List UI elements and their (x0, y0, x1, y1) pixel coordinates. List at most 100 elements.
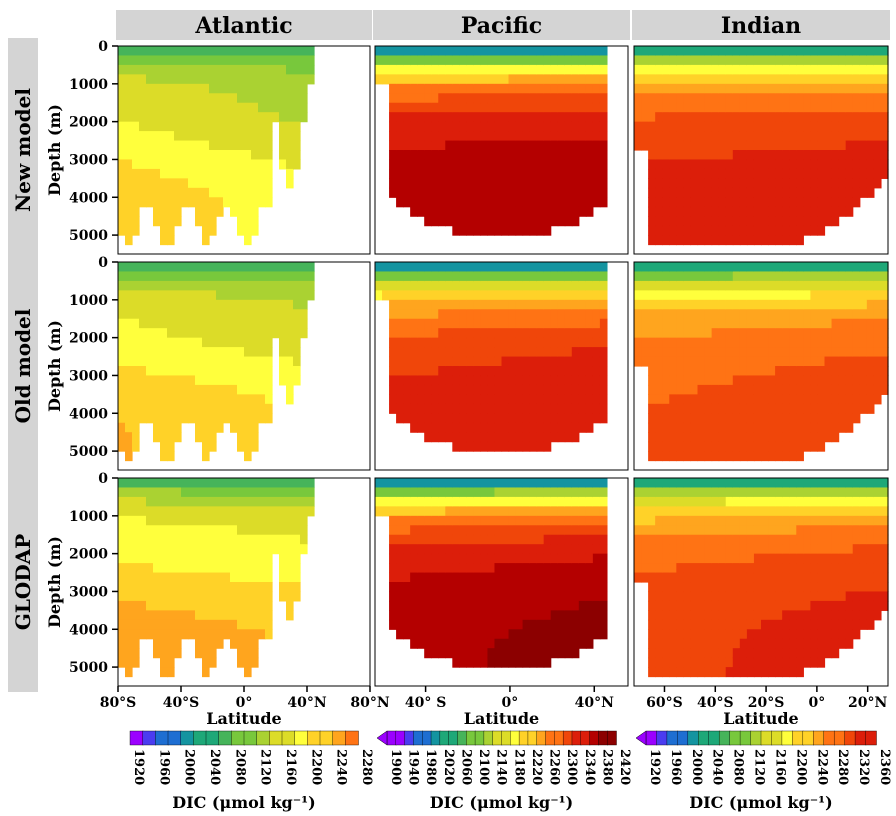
field-cell (473, 648, 482, 659)
field-cell (845, 394, 854, 405)
field-cell (139, 83, 147, 94)
field-cell (662, 384, 670, 395)
field-cell (160, 74, 168, 85)
field-cell (768, 64, 776, 75)
field-cell (543, 216, 552, 227)
field-cell (438, 553, 446, 564)
field-cell (286, 515, 294, 526)
field-cell (265, 582, 273, 593)
field-cell (796, 290, 804, 301)
field-cell (459, 64, 467, 75)
field-cell (265, 619, 273, 630)
field-cell (181, 121, 189, 132)
field-cell (732, 55, 741, 66)
field-cell (634, 93, 642, 104)
field-cell (216, 131, 224, 142)
field-cell (697, 441, 706, 452)
field-cell (438, 648, 446, 659)
field-cell (725, 534, 734, 545)
field-cell (571, 168, 580, 179)
field-cell (662, 544, 670, 555)
field-cell (237, 187, 245, 198)
field-cell (831, 150, 840, 161)
field-cell (655, 667, 663, 678)
field-cell (831, 318, 840, 329)
field-cell (501, 638, 510, 649)
field-cell (697, 610, 706, 621)
field-cell (683, 356, 692, 367)
field-cell (732, 225, 741, 236)
field-cell (160, 553, 168, 564)
field-cell (732, 572, 741, 583)
field-cell (139, 150, 147, 161)
field-cell (704, 102, 713, 113)
field-cell (866, 290, 875, 301)
field-cell (775, 74, 783, 85)
field-cell (725, 112, 734, 123)
field-cell (258, 299, 266, 310)
field-cell (543, 422, 552, 433)
field-cell (508, 619, 517, 630)
field-cell (452, 534, 460, 545)
field-cell (704, 375, 713, 386)
field-cell (718, 262, 727, 273)
field-cell (775, 299, 783, 310)
field-cell (125, 610, 133, 621)
field-cell (648, 178, 656, 189)
section-panel (117, 45, 371, 255)
field-cell (153, 280, 161, 291)
field-cell (396, 309, 404, 320)
field-cell (251, 403, 259, 414)
field-cell (431, 206, 439, 217)
field-cell (417, 262, 425, 273)
field-cell (181, 290, 189, 301)
field-cell (473, 318, 482, 329)
field-cell (410, 159, 418, 170)
field-cell (536, 131, 545, 142)
field-cell (803, 83, 811, 94)
field-cell (634, 525, 642, 536)
field-cell (244, 83, 252, 94)
field-cell (459, 150, 467, 161)
field-cell (529, 262, 538, 273)
field-cell (655, 140, 663, 151)
field-cell (697, 451, 706, 462)
field-cell (571, 403, 580, 414)
field-cell (655, 619, 663, 630)
field-cell (690, 299, 699, 310)
field-cell (202, 657, 210, 668)
field-cell (704, 347, 713, 358)
field-cell (789, 55, 797, 66)
field-cell (522, 610, 531, 621)
field-cell (789, 432, 797, 443)
field-cell (515, 591, 524, 602)
field-cell (251, 178, 259, 189)
field-cell (690, 337, 699, 348)
field-cell (396, 553, 404, 564)
field-cell (445, 591, 453, 602)
field-cell (866, 366, 875, 377)
field-cell (564, 384, 573, 395)
field-cell (403, 93, 411, 104)
field-cell (188, 46, 196, 57)
field-cell (852, 356, 861, 367)
field-cell (174, 271, 182, 282)
field-cell (536, 600, 545, 611)
field-cell (431, 525, 439, 536)
field-cell (487, 280, 496, 291)
field-cell (279, 150, 287, 161)
field-cell (396, 591, 404, 602)
field-cell (803, 299, 811, 310)
field-cell (508, 384, 517, 395)
field-cell (382, 487, 390, 498)
field-cell (585, 55, 594, 66)
field-cell (711, 591, 720, 602)
field-cell (188, 178, 196, 189)
field-cell (746, 262, 755, 273)
field-cell (753, 216, 762, 227)
field-cell (125, 515, 133, 526)
field-cell (536, 55, 545, 66)
field-cell (508, 572, 517, 583)
field-cell (244, 563, 252, 574)
field-cell (396, 544, 404, 555)
